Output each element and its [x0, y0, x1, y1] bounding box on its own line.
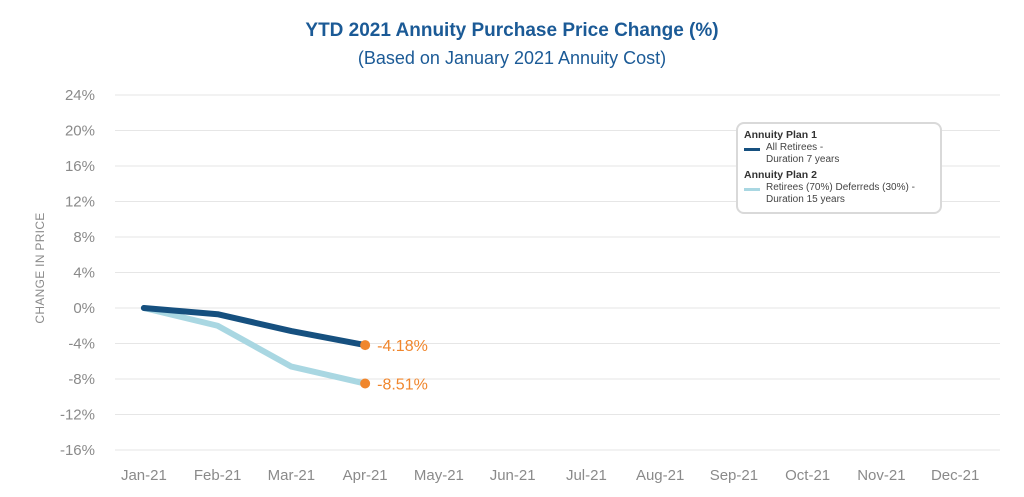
y-tick-label: 0% — [73, 300, 95, 317]
legend-swatch-plan1 — [744, 148, 760, 151]
legend-plan2-line1: Retirees (70%) Deferreds (30%) - — [766, 182, 915, 193]
legend: Annuity Plan 1 All Retirees - Duration 7… — [736, 122, 942, 214]
legend-item-plan2: Retirees (70%) Deferreds (30%) - Duratio… — [744, 182, 934, 206]
chart-subtitle: (Based on January 2021 Annuity Cost) — [357, 48, 667, 68]
x-tick-label: Aug-21 — [636, 467, 684, 484]
y-tick-label: -12% — [60, 407, 95, 424]
x-tick-label: May-21 — [414, 467, 464, 484]
legend-plan1-line2: Duration 7 years — [766, 154, 840, 165]
data-label-plan1: -4.18% — [377, 338, 428, 355]
y-tick-label: 8% — [73, 229, 95, 246]
y-tick-label: 16% — [65, 158, 95, 175]
legend-plan2-title: Annuity Plan 2 — [744, 169, 817, 181]
y-tick-label: 12% — [65, 194, 95, 211]
x-tick-label: Jul-21 — [566, 467, 607, 484]
legend-plan1-line1: All Retirees - — [766, 142, 824, 153]
x-axis-ticks: Jan-21 Feb-21 Mar-21 Apr-21 May-21 Jun-21 Jul-… — [121, 467, 979, 484]
data-label-plan2: -8.51% — [377, 377, 428, 394]
y-tick-label: -4% — [68, 336, 95, 353]
legend-item-plan1: All Retirees - Duration 7 years — [744, 142, 934, 166]
legend-plan2-text: Retirees (70%) Deferreds (30%) - Duratio… — [766, 182, 915, 206]
chart-title: YTD 2021 Annuity Purchase Price Change (… — [305, 20, 719, 41]
y-tick-label: -16% — [60, 442, 95, 459]
legend-swatch-plan2 — [744, 188, 760, 191]
x-tick-label: Dec-21 — [931, 467, 979, 484]
x-tick-label: Sep-21 — [710, 467, 758, 484]
y-tick-label: 4% — [73, 265, 95, 282]
end-marker-plan2 — [360, 378, 371, 389]
y-axis-ticks: 24% 20% 16% 12% 8% 4% 0% -4% -8% -12% -16% — [60, 87, 95, 459]
series-line-plan1 — [140, 305, 369, 349]
y-tick-label: -8% — [68, 371, 95, 388]
series-lines — [140, 305, 369, 387]
data-markers: -4.18% -8.51% — [360, 338, 428, 394]
y-tick-label: 20% — [65, 123, 95, 140]
x-tick-label: Jan-21 — [121, 467, 167, 484]
legend-plan1-title: Annuity Plan 1 — [744, 129, 817, 141]
x-tick-label: Oct-21 — [785, 467, 830, 484]
x-tick-label: Mar-21 — [268, 467, 316, 484]
end-marker-plan1 — [360, 340, 371, 351]
y-axis-label: CHANGE IN PRICE — [33, 212, 47, 323]
series-line-plan2 — [140, 305, 369, 387]
x-tick-label: Feb-21 — [194, 467, 242, 484]
y-tick-label: 24% — [65, 87, 95, 104]
x-tick-label: Nov-21 — [857, 467, 905, 484]
legend-plan1-text: All Retirees - Duration 7 years — [766, 142, 839, 166]
x-tick-label: Apr-21 — [343, 467, 388, 484]
legend-plan2-line2: Duration 15 years — [766, 194, 845, 205]
x-tick-label: Jun-21 — [490, 467, 536, 484]
